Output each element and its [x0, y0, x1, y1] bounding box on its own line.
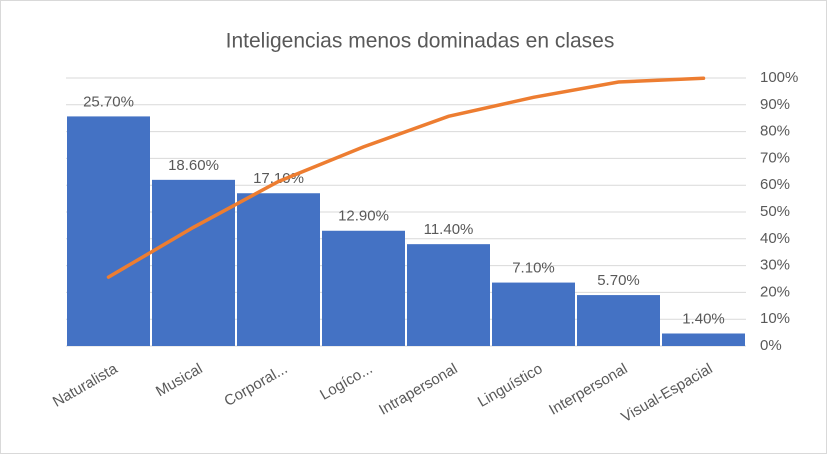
value-label: 11.40% [424, 221, 474, 238]
y2-tick-label: 80% [760, 123, 790, 140]
bar [662, 333, 745, 346]
value-label: 18.60% [168, 157, 219, 174]
value-label: 25.70% [83, 93, 134, 110]
bar [152, 179, 235, 346]
y2-tick-label: 70% [760, 149, 790, 166]
y2-tick-label: 30% [760, 257, 790, 274]
bar [67, 116, 150, 346]
y2-tick-label: 50% [760, 203, 790, 220]
value-label: 5.70% [597, 272, 640, 289]
y2-tick-label: 0% [760, 337, 782, 354]
bar [237, 193, 320, 346]
y2-tick-label: 20% [760, 283, 790, 300]
y2-tick-label: 10% [760, 310, 790, 327]
y2-tick-label: 90% [760, 96, 790, 113]
cumulative-line [106, 76, 706, 279]
y2-tick-label: 60% [760, 176, 790, 193]
y2-tick-label: 100% [760, 69, 798, 86]
bar [407, 244, 490, 346]
chart-title: Inteligencias menos dominadas en clases [226, 30, 615, 53]
y2-tick-label: 40% [760, 230, 790, 247]
value-label: 12.90% [338, 208, 389, 225]
bar [492, 282, 575, 346]
value-label: 1.40% [682, 310, 725, 327]
bar [577, 295, 660, 346]
value-label: 7.10% [512, 260, 555, 277]
bar [322, 230, 405, 346]
